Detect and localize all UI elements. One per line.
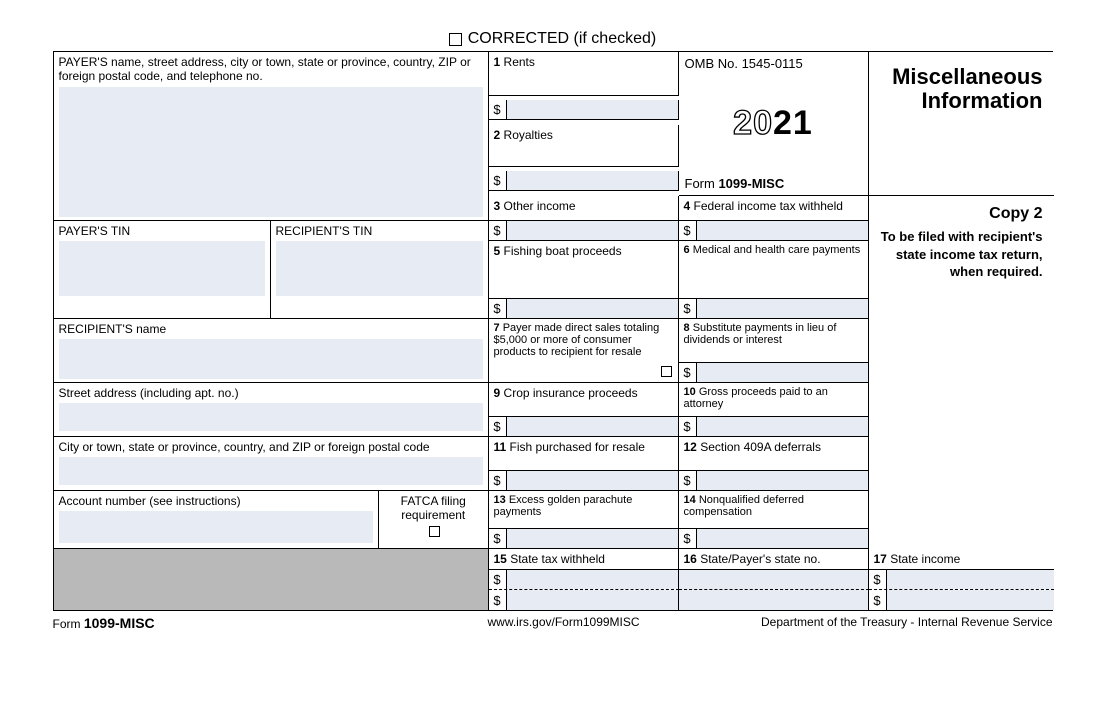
footer-url: www.irs.gov/Form1099MISC <box>488 615 678 631</box>
street-cell: Street address (including apt. no.) <box>54 383 489 437</box>
city-input[interactable] <box>59 457 483 485</box>
box-10-amount[interactable]: $ <box>679 417 869 437</box>
box-5: 5 Fishing boat proceeds <box>489 241 679 299</box>
box-7: 7 Payer made direct sales totaling $5,00… <box>489 319 679 383</box>
recipient-tin-label: RECIPIENT'S TIN <box>276 224 483 238</box>
gray-block <box>54 549 489 610</box>
payer-tin-input[interactable] <box>59 241 265 296</box>
box-2-amount[interactable]: $ <box>489 171 679 191</box>
box-7-checkbox[interactable] <box>661 366 672 377</box>
footer-form: Form 1099-MISC <box>53 615 488 631</box>
box-10: 10 Gross proceeds paid to an attorney <box>679 383 869 417</box>
box-9-amount[interactable]: $ <box>489 417 679 437</box>
box-1: 1 Rents <box>489 52 679 96</box>
box-14: 14 Nonqualified deferred compensation <box>679 491 869 529</box>
box-16-value-1[interactable] <box>679 570 869 590</box>
form-1099-misc: CORRECTED (if checked) PAYER'S name, str… <box>53 30 1053 631</box>
box-1-amount[interactable]: $ <box>489 100 679 120</box>
box-2: 2 Royalties <box>489 125 679 167</box>
recipient-name-label: RECIPIENT'S name <box>59 322 483 336</box>
box-3: 3 Other income <box>489 196 679 221</box>
box-4: 4 Federal income tax withheld <box>679 196 869 221</box>
box-5-amount[interactable]: $ <box>489 299 679 319</box>
footer-row: Form 1099-MISC www.irs.gov/Form1099MISC … <box>53 611 1053 631</box>
box-6-amount[interactable]: $ <box>679 299 869 319</box>
box-15: 15 State tax withheld <box>489 549 679 570</box>
city-label: City or town, state or province, country… <box>59 440 483 454</box>
corrected-row: CORRECTED (if checked) <box>53 30 1053 48</box>
title-cell: Miscellaneous Information <box>869 52 1054 196</box>
box-11-amount[interactable]: $ <box>489 471 679 491</box>
box-8: 8 Substitute payments in lieu of dividen… <box>679 319 869 363</box>
box-16-value-2[interactable] <box>679 590 869 610</box>
street-label: Street address (including apt. no.) <box>59 386 483 400</box>
tax-year: 2021 <box>685 104 862 143</box>
payer-info-fill[interactable] <box>59 87 483 217</box>
recipient-tin-input[interactable] <box>276 241 483 296</box>
payer-info-label: PAYER'S name, street address, city or to… <box>59 55 483 83</box>
omb-year-cell: OMB No. 1545-0115 2021 Form 1099-MISC <box>679 52 869 196</box>
box-4-amount[interactable]: $ <box>679 221 869 241</box>
box-17: 17 State income <box>869 549 1054 570</box>
account-label: Account number (see instructions) <box>59 494 374 508</box>
box-15-amount-2[interactable]: $ <box>489 590 679 610</box>
box-16: 16 State/Payer's state no. <box>679 549 869 570</box>
copy-cell: Copy 2 To be filed with recipient's stat… <box>869 196 1054 570</box>
footer-dept: Department of the Treasury - Internal Re… <box>678 615 1053 631</box>
form-grid: PAYER'S name, street address, city or to… <box>53 51 1053 611</box>
box-9: 9 Crop insurance proceeds <box>489 383 679 417</box>
corrected-label: CORRECTED (if checked) <box>468 30 656 48</box>
box-13: 13 Excess golden parachute payments <box>489 491 679 529</box>
box-12-amount[interactable]: $ <box>679 471 869 491</box>
box-11: 11 Fish purchased for resale <box>489 437 679 471</box>
payer-tin-label: PAYER'S TIN <box>59 224 265 238</box>
box-12: 12 Section 409A deferrals <box>679 437 869 471</box>
fatca-label: FATCA filing requirement <box>384 494 483 522</box>
box-15-amount-1[interactable]: $ <box>489 570 679 590</box>
street-input[interactable] <box>59 403 483 431</box>
recipient-name-cell: RECIPIENT'S name <box>54 319 489 383</box>
tin-row: PAYER'S TIN RECIPIENT'S TIN <box>54 221 489 319</box>
account-fatca-row: Account number (see instructions) FATCA … <box>54 491 489 549</box>
city-cell: City or town, state or province, country… <box>54 437 489 491</box>
form-line: Form 1099-MISC <box>685 176 862 191</box>
account-input[interactable] <box>59 511 374 543</box>
payer-info-cell: PAYER'S name, street address, city or to… <box>54 52 489 221</box>
box-6: 6 Medical and health care payments <box>679 241 869 299</box>
box-17-amount-2[interactable]: $ <box>869 590 1054 610</box>
box-13-amount[interactable]: $ <box>489 529 679 549</box>
box-14-amount[interactable]: $ <box>679 529 869 549</box>
box-8-amount[interactable]: $ <box>679 363 869 383</box>
box-3-amount[interactable]: $ <box>489 221 679 241</box>
box-17-amount-1[interactable]: $ <box>869 570 1054 590</box>
fatca-checkbox[interactable] <box>429 526 440 537</box>
corrected-checkbox[interactable] <box>449 33 462 46</box>
recipient-name-input[interactable] <box>59 339 483 379</box>
omb-label: OMB No. 1545-0115 <box>685 56 862 71</box>
